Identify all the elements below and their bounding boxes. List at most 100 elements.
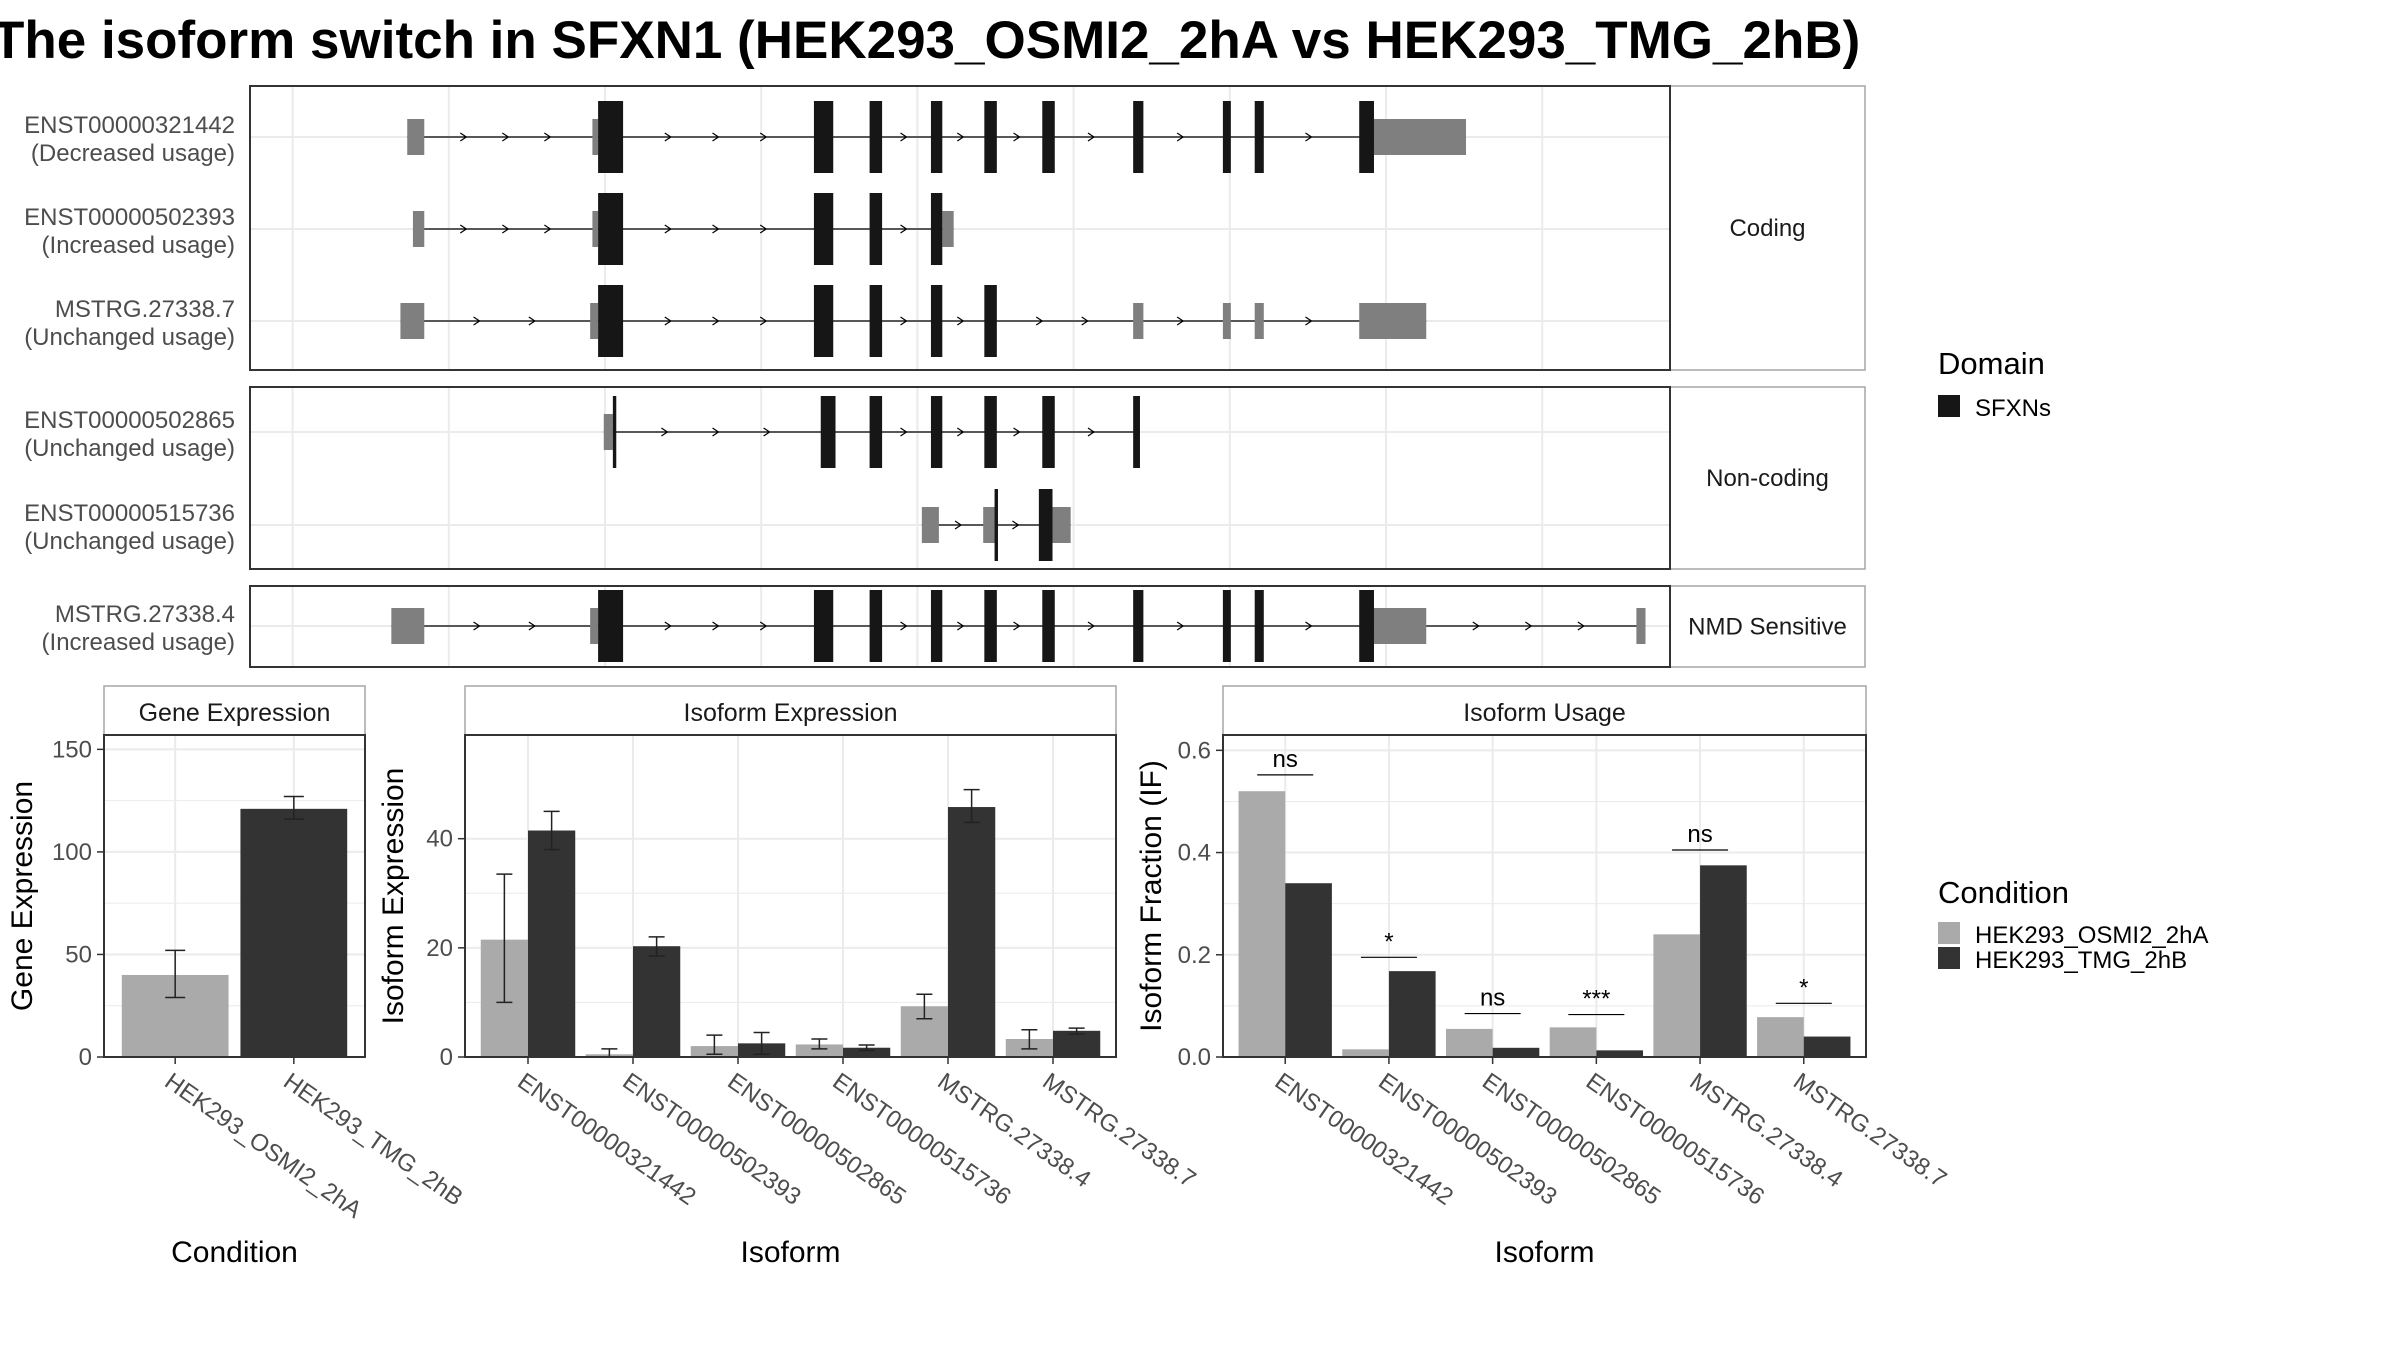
y-tick-label: 0.4 (1178, 840, 1211, 867)
sfxn-domain-exon (598, 285, 623, 357)
sfxn-domain-exon (870, 193, 882, 265)
y-tick-label: 0 (79, 1044, 92, 1071)
utr-exon (407, 119, 424, 155)
domain-legend-label: SFXNs (1975, 395, 2051, 422)
sfxn-domain-exon (1359, 101, 1374, 173)
x-tick-label: ENST00000502865 (723, 1068, 911, 1211)
y-axis-title: Isoform Fraction (IF) (1135, 760, 1168, 1032)
utr-exon (1374, 608, 1426, 644)
x-axis-title: Condition (171, 1236, 298, 1269)
utr-exon (1374, 119, 1466, 155)
facet-strip-label: Coding (1729, 215, 1805, 242)
x-axis-title: Isoform (1494, 1236, 1594, 1269)
bar (1493, 1048, 1540, 1057)
y-tick-label: 40 (426, 826, 453, 853)
utr-exon (1359, 303, 1426, 339)
sfxn-domain-exon (814, 590, 833, 662)
domain-legend-swatch (1938, 395, 1960, 417)
bar (1550, 1027, 1597, 1057)
bar (1342, 1049, 1389, 1057)
structure-panel-border (250, 387, 1670, 569)
utr-exon (1636, 608, 1645, 644)
condition-legend-swatch (1938, 947, 1960, 969)
isoform-id-label: ENST00000502865 (24, 407, 235, 434)
sfxn-domain-exon (984, 101, 996, 173)
bar (240, 809, 347, 1057)
chart-strip-label: Isoform Expression (684, 699, 898, 727)
y-tick-label: 0.2 (1178, 942, 1211, 969)
sfxn-domain-exon (821, 396, 836, 468)
sfxn-domain-exon (814, 285, 833, 357)
sfxn-domain-exon (1223, 590, 1231, 662)
sfxn-domain-exon (1133, 396, 1140, 468)
significance-label: ns (1480, 985, 1505, 1012)
isoform-usage-label: (Increased usage) (42, 232, 235, 259)
sfxn-domain-exon (1359, 590, 1374, 662)
significance-label: * (1799, 974, 1808, 1001)
isoform-usage-label: (Unchanged usage) (24, 528, 235, 555)
utr-exon (604, 414, 613, 450)
isoform-usage-label: (Unchanged usage) (24, 324, 235, 351)
sfxn-domain-exon (931, 285, 942, 357)
x-tick-label: ENST00000515736 (828, 1068, 1016, 1211)
bar (633, 946, 680, 1057)
facet-strip-label: NMD Sensitive (1688, 614, 1847, 641)
sfxn-domain-exon (931, 396, 942, 468)
y-tick-label: 0.6 (1178, 737, 1211, 764)
isoform-usage-label: (Increased usage) (42, 629, 235, 656)
utr-exon (590, 303, 598, 339)
bar (1757, 1017, 1804, 1057)
sfxn-domain-exon (870, 101, 882, 173)
isoform-id-label: MSTRG.27338.4 (55, 601, 235, 628)
isoform-structure-plot: Coding ENST00000321442(Decreased usage) EN… (24, 86, 1865, 667)
sfxn-domain-exon (814, 193, 833, 265)
significance-label: ns (1273, 746, 1298, 773)
x-tick-label: HEK293_OSMI2_2hA (160, 1068, 367, 1224)
isoform-id-label: MSTRG.27338.7 (55, 296, 235, 323)
utr-exon (922, 507, 939, 543)
utr-exon (1223, 303, 1231, 339)
utr-exon (983, 507, 995, 543)
y-tick-label: 0.0 (1178, 1044, 1211, 1071)
figure-title: The isoform switch in SFXN1 (HEK293_OSMI… (0, 11, 1860, 70)
bar (1446, 1029, 1493, 1057)
isoform-usage-label: (Decreased usage) (31, 140, 235, 167)
sfxn-domain-exon (1133, 101, 1143, 173)
sfxn-domain-exon (1039, 489, 1053, 561)
y-tick-label: 0 (440, 1044, 453, 1071)
sfxn-domain-exon (613, 396, 616, 468)
isoform-switch-figure: The isoform switch in SFXN1 (HEK293_OSMI… (0, 0, 2400, 1350)
x-tick-label: ENST00000515736 (1581, 1068, 1769, 1211)
sfxn-domain-exon (995, 489, 998, 561)
sfxn-domain-exon (1042, 101, 1054, 173)
chart-strip-label: Gene Expression (139, 699, 331, 727)
utr-exon (1052, 507, 1070, 543)
x-tick-label: ENST00000321442 (513, 1068, 701, 1211)
sfxn-domain-exon (984, 396, 996, 468)
legends: DomainSFXNsConditionHEK293_OSMI2_2hAHEK2… (1938, 346, 2208, 974)
bar (1285, 883, 1332, 1057)
domain-legend-title: Domain (1938, 346, 2045, 381)
sfxn-domain-exon (1223, 101, 1231, 173)
sfxn-domain-exon (598, 590, 623, 662)
isoform-id-label: ENST00000321442 (24, 112, 235, 139)
chart-strip-label: Isoform Usage (1463, 699, 1626, 727)
facet-strip-label: Non-coding (1706, 465, 1829, 492)
sfxn-domain-exon (931, 101, 942, 173)
bar (1804, 1037, 1851, 1057)
significance-label: ns (1687, 821, 1712, 848)
isoform-id-label: ENST00000502393 (24, 204, 235, 231)
utr-exon (400, 303, 424, 339)
utr-exon (413, 211, 424, 247)
x-tick-label: ENST00000502865 (1477, 1068, 1665, 1211)
y-axis-title: Gene Expression (6, 781, 39, 1011)
sfxn-domain-exon (870, 396, 882, 468)
utr-exon (942, 211, 953, 247)
x-axis-title: Isoform (740, 1236, 840, 1269)
condition-legend-label: HEK293_TMG_2hB (1975, 947, 2187, 974)
sfxn-domain-exon (1133, 590, 1143, 662)
utr-exon (592, 211, 598, 247)
utr-exon (391, 608, 424, 644)
condition-legend-label: HEK293_OSMI2_2hA (1975, 922, 2208, 949)
significance-label: *** (1582, 986, 1610, 1013)
